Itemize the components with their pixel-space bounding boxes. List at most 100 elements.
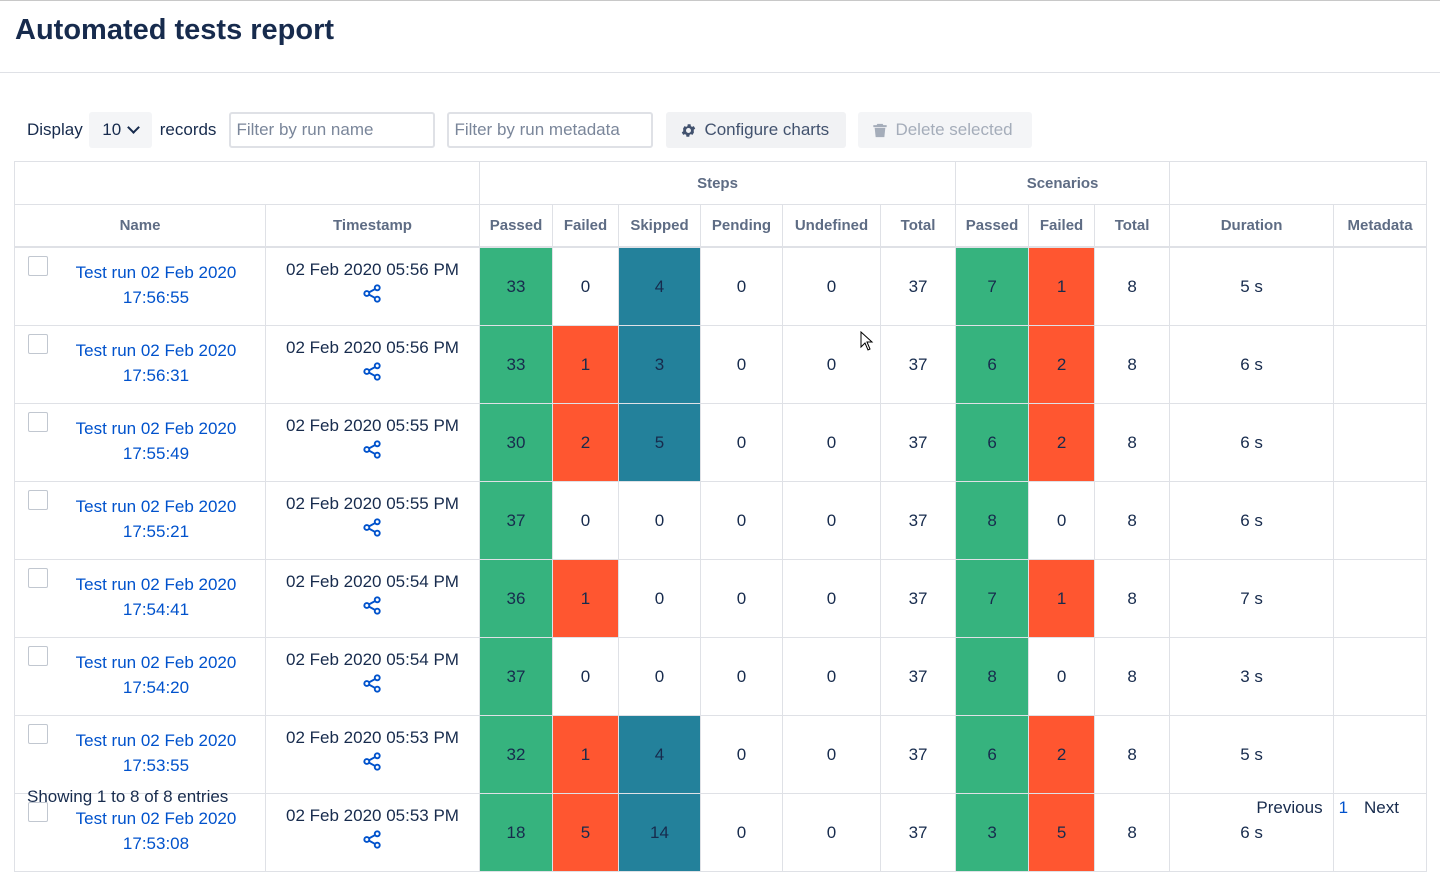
previous-page-button[interactable]: Previous [1256,798,1323,817]
timestamp-text: 02 Feb 2020 05:54 PM [286,650,459,669]
duration-cell: 6 s [1169,481,1335,560]
steps-skipped-cell: 14 [618,793,701,872]
col-header-steps-passed[interactable]: Passed [479,204,553,248]
run-name-line2: 17:53:55 [122,755,190,775]
run-name-line2: 17:56:31 [122,365,190,385]
page-1-button[interactable]: 1 [1338,798,1349,817]
scenarios-total-cell: 8 [1094,325,1171,404]
page-title: Automated tests report [15,14,335,46]
share-icon[interactable] [363,284,382,308]
steps-failed-cell: 0 [552,481,619,560]
steps-passed-cell: 33 [479,325,553,404]
table-row: Test run 02 Feb 2020 17:56:31 02 Feb 2020 … [14,325,1428,404]
scenarios-total-cell: 8 [1094,481,1171,560]
steps-failed-cell: 1 [552,325,619,404]
run-name-line2: 17:53:08 [122,833,190,853]
timestamp-cell: 02 Feb 2020 05:55 PM [265,403,480,482]
col-header-scenarios-passed[interactable]: Passed [955,204,1030,248]
filter-by-run-name-input[interactable] [229,112,436,148]
run-name-link[interactable]: Test run 02 Feb 2020 17:56:31 [15,338,265,388]
col-header-steps-failed[interactable]: Failed [552,204,619,248]
steps-undefined-cell: 0 [782,559,881,638]
run-name-link[interactable]: Test run 02 Feb 2020 17:53:55 [15,728,265,778]
row-select-checkbox[interactable] [28,412,48,432]
records-per-page-select[interactable]: 10 [88,112,152,148]
share-icon[interactable] [363,674,382,698]
configure-charts-button[interactable]: Configure charts [666,112,847,148]
scenarios-passed-cell: 7 [955,246,1030,326]
col-header-metadata[interactable]: Metadata [1333,204,1428,248]
timestamp-text: 02 Feb 2020 05:53 PM [286,728,459,747]
scenarios-passed-cell: 3 [955,793,1030,872]
run-name-link[interactable]: Test run 02 Feb 2020 17:56:55 [15,260,265,310]
steps-passed-cell: 37 [479,637,553,716]
col-header-steps-pending[interactable]: Pending [700,204,783,248]
run-name-cell: Test run 02 Feb 2020 17:54:41 [14,559,266,638]
col-header-scenarios-failed[interactable]: Failed [1028,204,1096,248]
col-header-scenarios-total[interactable]: Total [1094,204,1171,248]
scenarios-failed-cell: 2 [1028,403,1096,482]
scenarios-total-cell: 8 [1094,715,1171,794]
share-icon[interactable] [363,440,382,464]
duration-cell: 6 s [1169,325,1335,404]
duration-cell: 5 s [1169,715,1335,794]
duration-cell: 5 s [1169,246,1335,326]
run-name-link[interactable]: Test run 02 Feb 2020 17:55:21 [15,494,265,544]
steps-total-cell: 37 [879,246,957,326]
scenarios-failed-cell: 1 [1028,246,1096,326]
share-icon[interactable] [363,596,382,620]
col-header-steps-skipped[interactable]: Skipped [618,204,701,248]
timestamp-text: 02 Feb 2020 05:53 PM [286,806,459,825]
steps-failed-cell: 5 [552,793,619,872]
steps-passed-cell: 37 [479,481,553,560]
filter-by-run-metadata-input[interactable] [447,112,654,148]
row-select-checkbox[interactable] [28,802,48,822]
run-name-link[interactable]: Test run 02 Feb 2020 17:55:49 [15,416,265,466]
row-select-checkbox[interactable] [28,724,48,744]
steps-failed-cell: 0 [552,637,619,716]
col-header-duration[interactable]: Duration [1169,204,1335,248]
col-header-timestamp[interactable]: Timestamp [265,204,480,248]
steps-failed-cell: 2 [552,403,619,482]
run-name-link[interactable]: Test run 02 Feb 2020 17:54:41 [15,572,265,622]
run-name-line2: 17:55:49 [122,443,190,463]
timestamp-cell: 02 Feb 2020 05:53 PM [265,715,480,794]
row-select-checkbox[interactable] [28,256,48,276]
scenarios-total-cell: 8 [1094,559,1171,638]
run-name-line1: Test run 02 Feb 2020 [75,262,237,282]
run-name-link[interactable]: Test run 02 Feb 2020 17:54:20 [15,650,265,700]
steps-total-cell: 37 [879,325,957,404]
scenarios-passed-cell: 6 [955,715,1030,794]
col-header-name[interactable]: Name [14,204,266,248]
col-header-steps-total[interactable]: Total [879,204,957,248]
row-select-checkbox[interactable] [28,646,48,666]
run-name-cell: Test run 02 Feb 2020 17:54:20 [14,637,266,716]
share-icon[interactable] [363,830,382,854]
run-name-line1: Test run 02 Feb 2020 [75,418,237,438]
steps-failed-cell: 1 [552,559,619,638]
steps-passed-cell: 30 [479,403,553,482]
run-name-link[interactable]: Test run 02 Feb 2020 17:53:08 [15,806,265,856]
next-page-button[interactable]: Next [1364,798,1399,817]
timestamp-cell: 02 Feb 2020 05:54 PM [265,559,480,638]
steps-pending-cell: 0 [700,246,783,326]
records-per-page-value: 10 [102,120,122,139]
row-select-checkbox[interactable] [28,490,48,510]
scenarios-passed-cell: 6 [955,325,1030,404]
share-icon[interactable] [363,518,382,542]
run-name-line1: Test run 02 Feb 2020 [75,340,237,360]
timestamp-text: 02 Feb 2020 05:56 PM [286,338,459,357]
share-icon[interactable] [363,752,382,776]
col-header-steps-undefined[interactable]: Undefined [782,204,881,248]
mouse-cursor-icon [860,331,874,351]
steps-skipped-cell: 4 [618,246,701,326]
scenarios-passed-cell: 6 [955,403,1030,482]
steps-skipped-cell: 3 [618,325,701,404]
steps-skipped-cell: 0 [618,559,701,638]
delete-selected-button[interactable]: Delete selected [858,112,1033,148]
title-divider [0,72,1440,73]
row-select-checkbox[interactable] [28,334,48,354]
share-icon[interactable] [363,362,382,386]
scenarios-failed-cell: 5 [1028,793,1096,872]
row-select-checkbox[interactable] [28,568,48,588]
